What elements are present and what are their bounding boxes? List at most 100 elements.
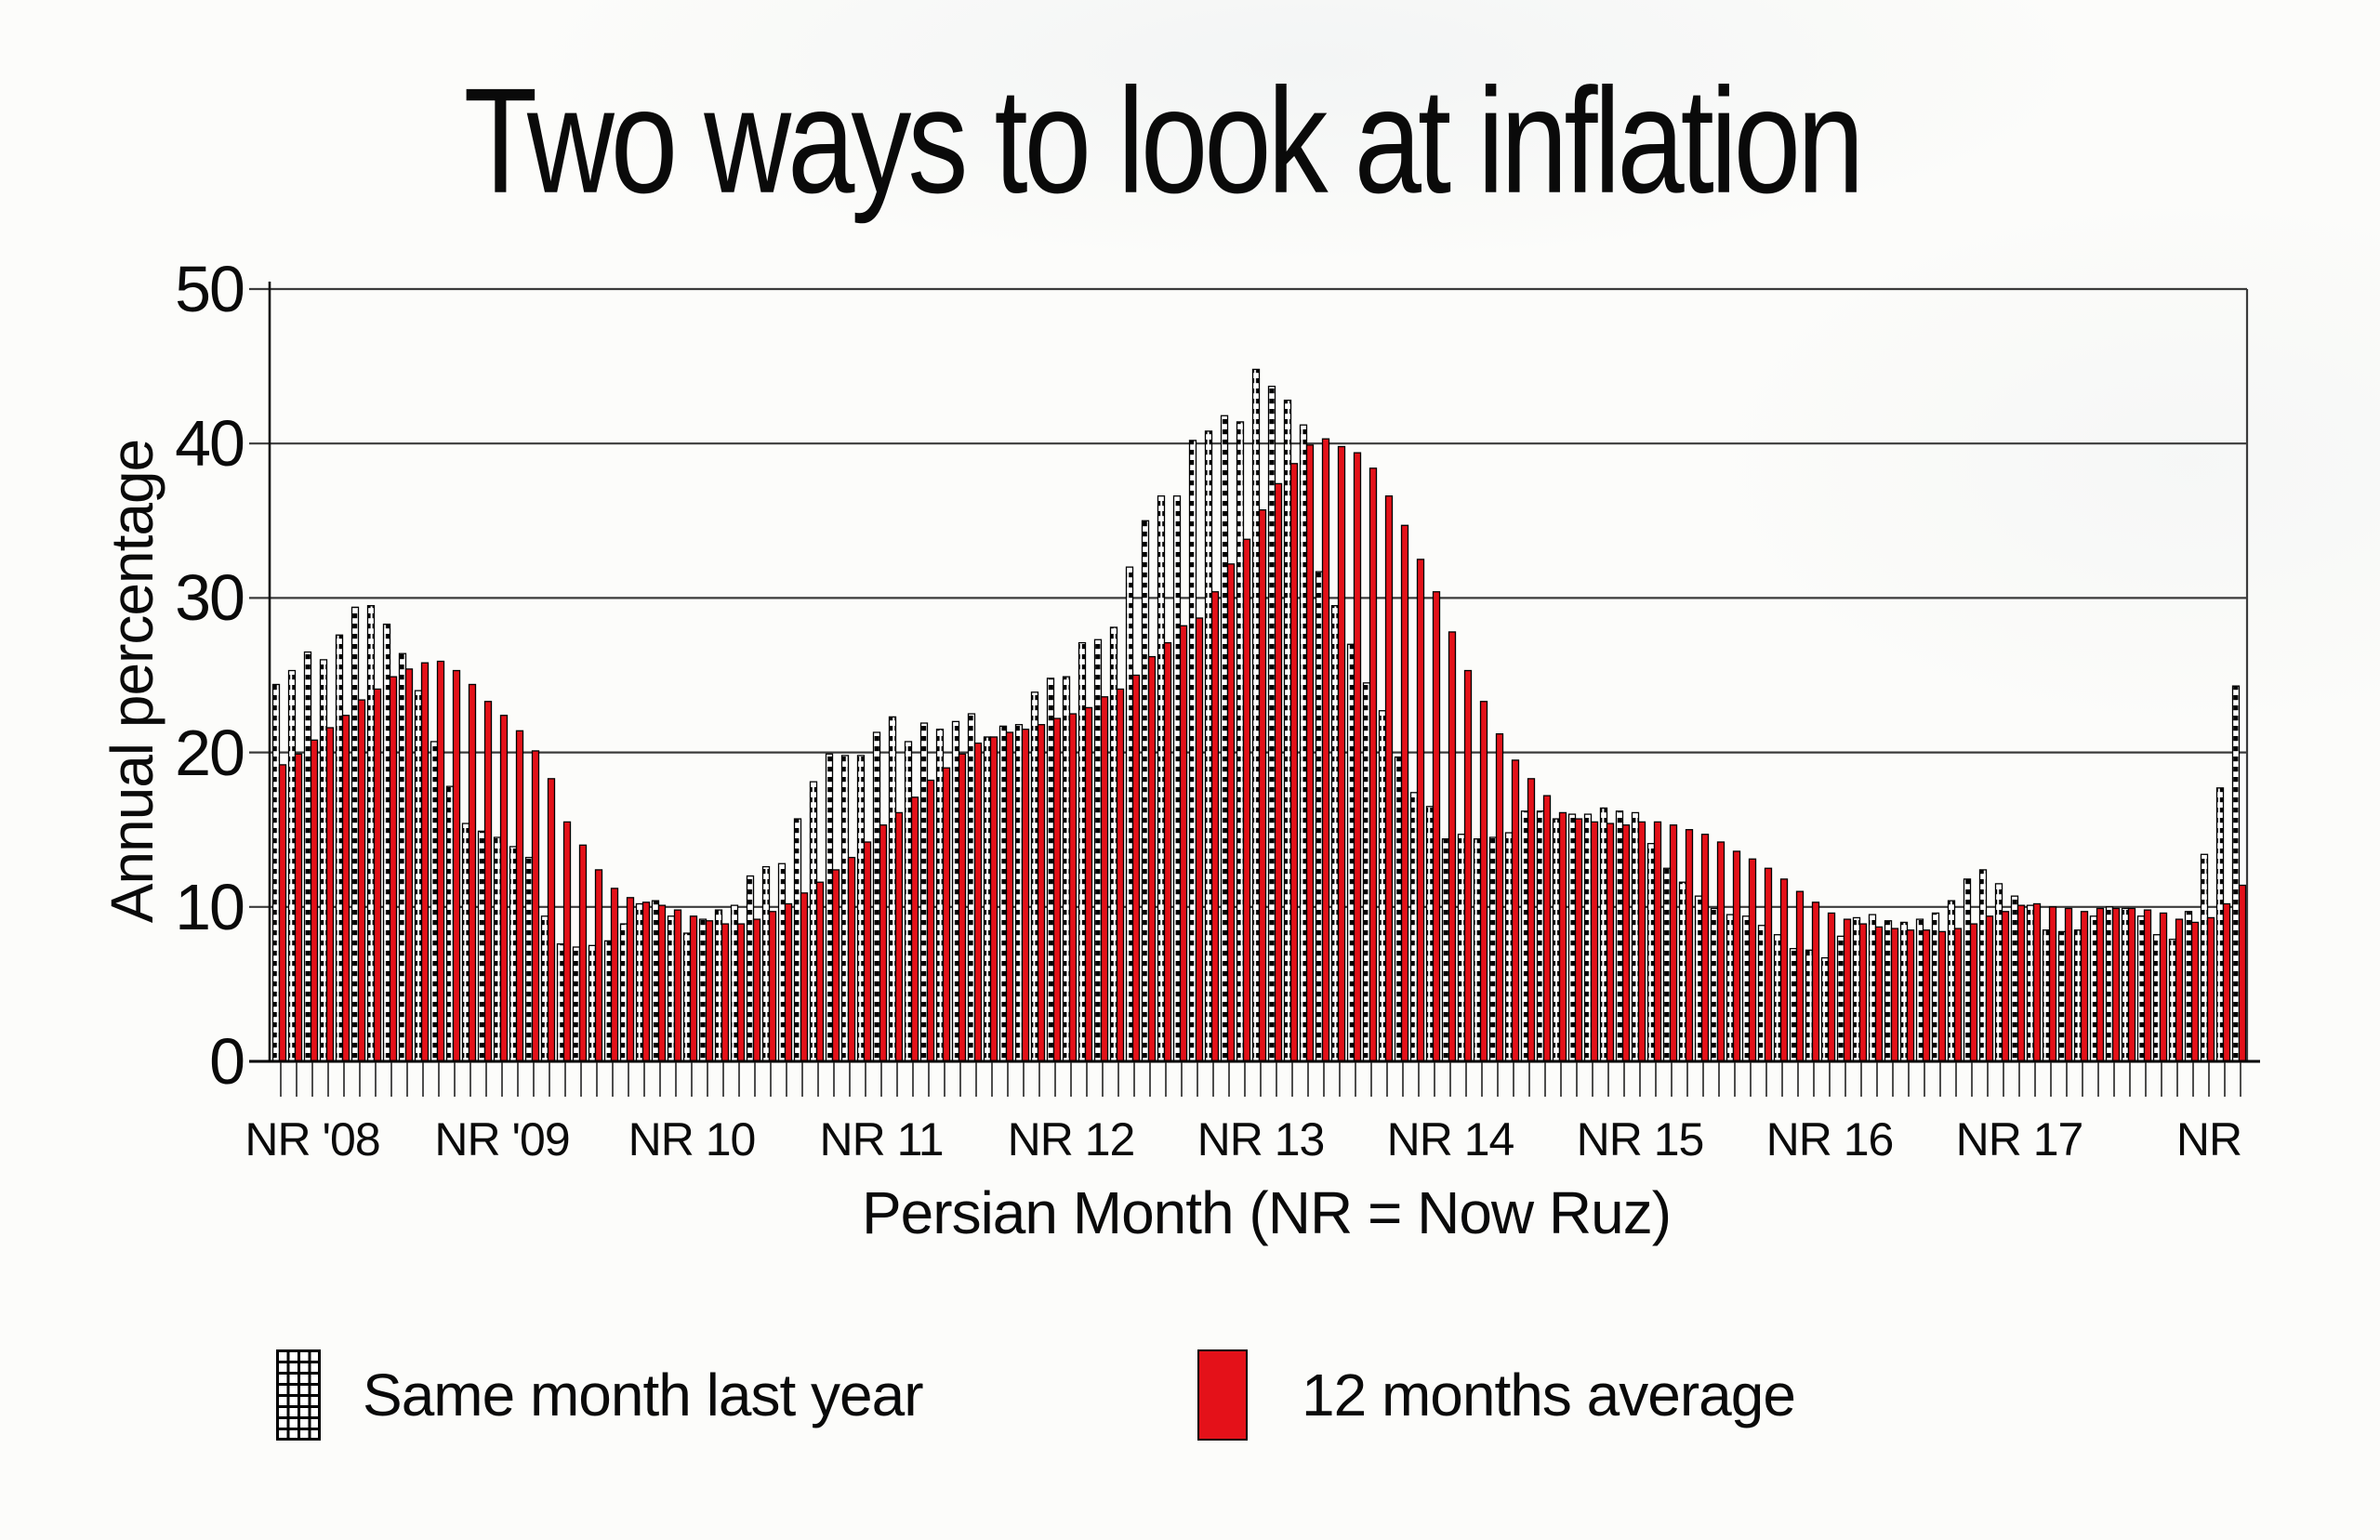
bar-same-month-last-year — [1852, 916, 1861, 1062]
bar-12-months-average — [1827, 912, 1836, 1062]
bar-12-months-average — [1590, 821, 1599, 1062]
bar-same-month-last-year — [1931, 912, 1940, 1062]
x-tick-label-nr-13: NR 13 — [1197, 1113, 1326, 1165]
bar-12-months-average — [325, 727, 335, 1062]
bar-12-months-average — [1131, 674, 1141, 1062]
x-tick-label-nr-14: NR 14 — [1386, 1113, 1515, 1165]
y-tick-label-30: 30 — [175, 561, 245, 635]
bar-same-month-last-year — [2152, 934, 2162, 1062]
bar-same-month-last-year — [983, 736, 992, 1062]
bar-12-months-average — [2096, 907, 2105, 1062]
bar-same-month-last-year — [825, 753, 834, 1062]
bar-same-month-last-year — [382, 624, 391, 1062]
y-tick-label-50: 50 — [175, 253, 245, 325]
bar-same-month-last-year — [1726, 914, 1735, 1062]
legend-label-12mo-average: 12 months average — [1302, 1362, 1796, 1428]
bar-12-months-average — [1147, 655, 1157, 1062]
bar-same-month-last-year — [1188, 440, 1197, 1062]
bar-12-months-average — [1779, 878, 1789, 1062]
bar-same-month-last-year — [2010, 895, 2019, 1062]
x-tick-label-nr-17: NR 17 — [1955, 1113, 2084, 1165]
bar-12-months-average — [815, 881, 825, 1062]
bar-12-months-average — [1353, 452, 1362, 1062]
legend-label-same-month: Same month last year — [363, 1362, 923, 1428]
bar-same-month-last-year — [651, 900, 660, 1062]
bar-same-month-last-year — [588, 944, 597, 1062]
bar-12-months-average — [1289, 463, 1299, 1062]
bar-same-month-last-year — [1109, 626, 1118, 1062]
bar-same-month-last-year — [1963, 878, 1972, 1062]
bar-same-month-last-year — [1172, 495, 1182, 1062]
bar-same-month-last-year — [1330, 605, 1340, 1062]
bar-12-months-average — [942, 767, 951, 1062]
bar-12-months-average — [1305, 444, 1315, 1062]
bar-12-months-average — [531, 750, 540, 1062]
bar-same-month-last-year — [682, 932, 692, 1062]
bar-12-months-average — [404, 668, 414, 1062]
bar-same-month-last-year — [461, 823, 470, 1062]
legend: Same month last year 12 months average — [0, 1346, 2380, 1448]
bar-same-month-last-year — [1805, 949, 1814, 1062]
bar-same-month-last-year — [1125, 566, 1134, 1062]
bar-same-month-last-year — [2121, 907, 2130, 1062]
bar-12-months-average — [1432, 591, 1441, 1062]
bar-12-months-average — [1574, 818, 1583, 1062]
bar-same-month-last-year — [1615, 810, 1624, 1062]
bar-12-months-average — [973, 742, 983, 1062]
bar-same-month-last-year — [2073, 929, 2082, 1062]
bar-12-months-average — [1811, 902, 1820, 1062]
bar-same-month-last-year — [1220, 415, 1229, 1062]
bar-same-month-last-year — [951, 720, 960, 1062]
bar-same-month-last-year — [445, 785, 455, 1062]
bar-12-months-average — [626, 897, 635, 1062]
bar-12-months-average — [2159, 912, 2168, 1062]
bar-same-month-last-year — [1093, 638, 1103, 1062]
bar-12-months-average — [1210, 591, 1220, 1062]
bar-12-months-average — [831, 869, 840, 1062]
y-tick-label-40: 40 — [175, 407, 245, 480]
bar-12-months-average — [594, 869, 603, 1062]
bar-12-months-average — [2206, 916, 2215, 1062]
bar-12-months-average — [1242, 538, 1251, 1062]
bar-same-month-last-year — [1394, 756, 1403, 1062]
bar-12-months-average — [1258, 509, 1267, 1062]
bar-same-month-last-year — [872, 731, 881, 1062]
bar-same-month-last-year — [1473, 838, 1482, 1062]
bar-12-months-average — [1748, 858, 1757, 1062]
bar-same-month-last-year — [1631, 811, 1640, 1062]
bar-12-months-average — [1321, 438, 1330, 1062]
bar-12-months-average — [1195, 617, 1204, 1062]
bar-12-months-average — [294, 753, 303, 1062]
bar-same-month-last-year — [667, 915, 676, 1062]
x-tick-label-nr-12: NR 12 — [1007, 1113, 1136, 1165]
bar-12-months-average — [1542, 795, 1552, 1062]
bar-same-month-last-year — [603, 940, 613, 1062]
bar-same-month-last-year — [2026, 904, 2035, 1062]
bar-same-month-last-year — [1868, 914, 1877, 1062]
bar-same-month-last-year — [366, 605, 376, 1062]
bar-same-month-last-year — [809, 781, 818, 1062]
bar-12-months-average — [547, 778, 556, 1062]
x-tick-label-nr: NR — [2175, 1113, 2242, 1165]
bar-same-month-last-year — [1820, 956, 1830, 1062]
bar-same-month-last-year — [1646, 843, 1656, 1062]
bar-12-months-average — [1384, 495, 1394, 1062]
bar-12-months-average — [705, 920, 714, 1062]
bar-12-months-average — [1511, 759, 1520, 1062]
bar-same-month-last-year — [761, 865, 771, 1062]
bar-12-months-average — [1922, 929, 1931, 1062]
bar-12-months-average — [278, 764, 287, 1062]
bar-same-month-last-year — [540, 915, 549, 1062]
bar-same-month-last-year — [2231, 685, 2241, 1062]
bar-same-month-last-year — [1046, 678, 1055, 1062]
bar-same-month-last-year — [1504, 832, 1514, 1062]
bar-12-months-average — [1400, 524, 1409, 1062]
bar-12-months-average — [1368, 467, 1378, 1062]
chart-title: Two ways to look at inflation — [463, 56, 1865, 225]
bar-same-month-last-year — [1678, 881, 1687, 1062]
bar-same-month-last-year — [1536, 810, 1545, 1062]
bar-same-month-last-year — [1157, 495, 1166, 1062]
bar-same-month-last-year — [1567, 813, 1577, 1062]
bar-12-months-average — [1606, 823, 1615, 1062]
bar-12-months-average — [2127, 907, 2136, 1062]
